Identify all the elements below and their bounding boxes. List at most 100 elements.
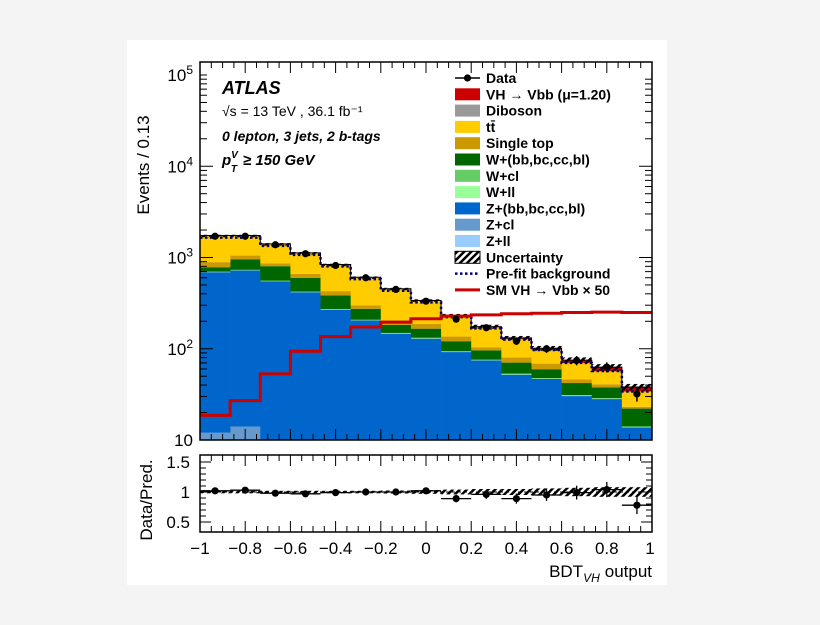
legend-label: Uncertainty: [486, 249, 563, 265]
stack-bar-w-bb-bc-cc-bl-: [380, 324, 412, 333]
ratio-point: [332, 489, 340, 497]
legend-entry: W+(bb,bc,cc,bl): [455, 152, 590, 168]
legend-label: Diboson: [486, 103, 542, 119]
x-title-rest: output: [605, 562, 653, 581]
stack-bar-single-top: [531, 363, 562, 370]
stack-bar-w-bb-bc-cc-bl-: [290, 277, 321, 292]
stack-bar-tt-: [350, 277, 382, 306]
stack-bar-w-bb-bc-cc-bl-: [561, 383, 593, 396]
stack-bar-z-bb-bc-cc-bl-: [410, 338, 442, 440]
ratio-point: [603, 486, 611, 494]
x-tick-label: 0.4: [505, 539, 529, 558]
stack-bar-single-top: [230, 255, 261, 260]
legend-entry: W+ll: [455, 184, 515, 200]
ratio-axes: 0.5 1 1.5 −1 −0.8 −0.6 −0.4 −0.2 0 0.2 0.4 0.6 0.8 1: [166, 453, 654, 558]
x-tick-label: −0.4: [319, 539, 353, 558]
legend-entry: SM VH → Vbb × 50: [455, 282, 610, 298]
ratio-y-tick-label: 1.5: [166, 453, 190, 472]
stack-bar-z-bb-bc-cc-bl-: [561, 396, 593, 440]
legend-data-marker: [463, 74, 472, 82]
ratio-point: [633, 501, 641, 509]
ratio-uncertainty-band: [621, 487, 652, 497]
pt-superscript: V: [231, 150, 239, 161]
legend-label: W+(bb,bc,cc,bl): [486, 152, 590, 168]
ratio-point: [452, 495, 460, 503]
ratio-point: [542, 491, 551, 499]
legend-entry: tt̄: [455, 119, 496, 135]
stack-bar-tt-: [380, 289, 412, 321]
legend-entry: Z+(bb,bc,cc,bl): [455, 200, 585, 216]
y-tick-label: 102: [167, 337, 193, 359]
legend-swatch: [455, 218, 480, 231]
pt-cut-label: pV T ≥ 150 GeV: [221, 150, 317, 175]
data-point: [482, 324, 490, 332]
stack-bar-single-top: [410, 323, 442, 329]
legend-label: Single top: [486, 135, 554, 151]
stacked-histogram: [200, 235, 652, 440]
stack-bar-w-cl: [501, 373, 532, 375]
x-axis-title: BDTVH output: [549, 562, 652, 585]
pt-cut-value: ≥ 150 GeV: [243, 152, 317, 169]
legend-label: tt̄: [486, 119, 496, 135]
stack-bar-tt-: [260, 244, 291, 264]
legend-hatch-swatch: [454, 250, 481, 264]
stack-bar-single-top: [471, 347, 502, 351]
stack-bar-w-cl: [621, 426, 652, 428]
data-point: [422, 297, 430, 305]
legend-swatch: [455, 202, 480, 215]
legend-entry: W+cl: [455, 168, 519, 184]
stack-bar-z-cl: [200, 432, 231, 440]
stack-bar-single-top: [621, 406, 652, 409]
stack-bar-single-top: [260, 263, 291, 267]
stack-bar-z-bb-bc-cc-bl-: [320, 309, 351, 440]
stack-bar-tt-: [230, 235, 261, 256]
stack-bar-single-top: [561, 379, 593, 384]
x-title-main: BDT: [549, 562, 583, 581]
data-point: [332, 261, 340, 270]
legend-label: W+cl: [486, 168, 519, 184]
pt-subscript: T: [231, 164, 238, 175]
ratio-point: [422, 487, 430, 495]
energy-lumi-label: √s = 13 TeV , 36.1 fb⁻¹: [222, 103, 363, 119]
stack-bar-z-bb-bc-cc-bl-: [260, 281, 291, 440]
stack-bar-w-bb-bc-cc-bl-: [410, 328, 442, 338]
y-axis-title: Events / 0.13: [134, 115, 153, 214]
data-point: [271, 241, 279, 249]
overlay-layer: [200, 232, 652, 417]
y-tick-label: 103: [167, 246, 193, 268]
x-tick-label: 1: [645, 539, 654, 558]
stack-bar-z-bb-bc-cc-bl-: [350, 320, 382, 440]
pt-symbol: p: [221, 152, 231, 169]
ratio-uncertainty-band: [441, 489, 472, 495]
stack-bar-w-cl: [350, 319, 382, 321]
stack-bar-w-bb-bc-cc-bl-: [471, 350, 502, 360]
ratio-y-tick-label: 1: [181, 483, 190, 502]
stack-bar-w-bb-bc-cc-bl-: [441, 341, 472, 352]
stack-bar-w-bb-bc-cc-bl-: [501, 362, 532, 374]
legend-entry: Z+ll: [455, 233, 511, 249]
stack-bar-z-bb-bc-cc-bl-: [230, 270, 261, 427]
legend-swatch: [455, 104, 480, 117]
legend-swatch: [455, 137, 480, 150]
stack-bar-tt-: [531, 350, 562, 364]
stack-bar-z-bb-bc-cc-bl-: [531, 378, 562, 440]
legend-entry: Single top: [455, 135, 554, 151]
legend-entry: Z+cl: [455, 217, 514, 233]
legend-label: Z+cl: [486, 217, 514, 233]
main-axes: 10 102 103 104 105: [167, 62, 653, 450]
x-tick-label: 0: [421, 539, 430, 558]
stack-bar-tt-: [501, 339, 532, 358]
sm-signal-x50-line: [200, 310, 652, 417]
ratio-point: [392, 488, 400, 496]
legend-label: SM VH → Vbb × 50: [486, 282, 610, 298]
stack-bar-tt-: [441, 316, 472, 337]
uncertainty-band: [621, 383, 652, 391]
legend-swatch: [455, 169, 480, 182]
stack-bar-w-bb-bc-cc-bl-: [350, 308, 382, 320]
legend-swatch: [455, 120, 480, 133]
legend-entry: Diboson: [455, 103, 542, 119]
ratio-y-tick-label: 0.5: [166, 513, 190, 532]
stack-bar-tt-: [320, 264, 351, 292]
stack-bar-tt-: [591, 371, 623, 385]
